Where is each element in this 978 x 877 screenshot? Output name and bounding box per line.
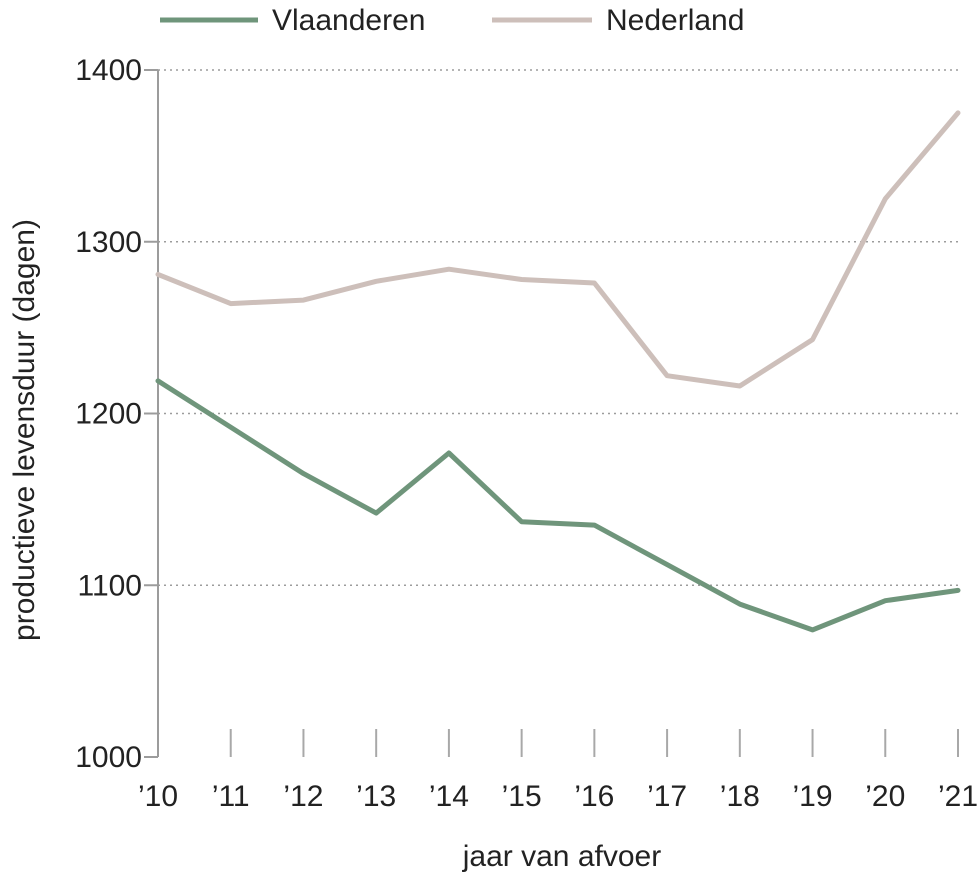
x-tick-label: ’20 [865, 780, 905, 813]
y-axis-ticks: 1000 1100 1200 1300 1400 [75, 54, 158, 774]
series-line-vlaanderen [155, 378, 961, 633]
y-axis-title: productieve levensduur (dagen) [8, 219, 41, 641]
y-tick-label: 1200 [75, 398, 142, 431]
x-tick-label: ’11 [212, 780, 250, 813]
x-tick-label: ’14 [429, 780, 469, 813]
x-tick-label: ’13 [356, 780, 396, 813]
legend: Vlaanderen Nederland [160, 4, 744, 37]
legend-label-vlaanderen: Vlaanderen [272, 4, 425, 37]
y-tick-label: 1100 [77, 569, 142, 602]
series-line-nederland [155, 110, 961, 389]
gridlines [158, 69, 958, 586]
series-lines [155, 110, 961, 633]
x-tick-label: ’10 [138, 780, 178, 813]
legend-label-nederland: Nederland [606, 4, 744, 37]
x-tick-label: ’18 [720, 780, 760, 813]
x-axis-ticks: ’10 ’11 ’12 ’13 ’14 ’15 ’16 ’17 ’18 ’19 ’20 ’21 [138, 729, 978, 813]
x-tick-label: ’15 [502, 780, 542, 813]
x-tick-label: ’19 [793, 780, 833, 813]
x-axis-title: jaar van afvoer [462, 840, 661, 873]
x-tick-label: ’21 [938, 780, 978, 813]
y-tick-label: 1400 [75, 54, 142, 87]
x-tick-label: ’12 [283, 780, 323, 813]
y-tick-label: 1300 [75, 226, 142, 259]
y-tick-label: 1000 [75, 741, 142, 774]
x-tick-label: ’16 [574, 780, 614, 813]
x-tick-label: ’17 [647, 780, 687, 813]
